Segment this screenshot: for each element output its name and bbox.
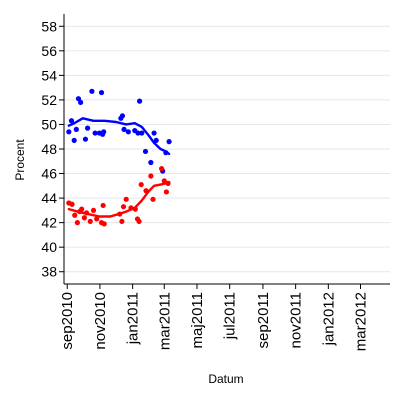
data-point-1-22	[138, 181, 144, 188]
data-point-1-16	[120, 204, 127, 210]
data-point-0-16	[121, 126, 127, 132]
data-point-0-19	[135, 130, 141, 136]
y-tick-label-40: 40	[41, 239, 57, 255]
data-point-0-3	[73, 126, 79, 132]
data-point-1-29	[165, 180, 171, 186]
data-point-1-17	[123, 196, 129, 202]
data-point-1-15	[119, 218, 125, 225]
x-tick-label-sep2010: sep2010	[59, 292, 76, 350]
data-point-1-28	[163, 189, 170, 195]
data-point-1-10	[94, 216, 100, 222]
x-axis-title: Datum	[208, 372, 243, 386]
data-point-0-5	[78, 99, 84, 105]
x-tick-label-sep2011: sep2011	[255, 292, 272, 348]
data-point-1-8	[87, 218, 93, 225]
data-point-0-13	[101, 129, 107, 135]
data-point-1-27	[161, 178, 167, 184]
data-point-0-27	[163, 150, 169, 156]
data-point-0-17	[125, 129, 131, 135]
y-tick-label-50: 50	[41, 116, 57, 132]
x-tick-label-mar2012: mar2012	[353, 292, 370, 351]
y-tick-label-46: 46	[41, 166, 57, 182]
y-tick-label-48: 48	[41, 141, 57, 157]
x-tick-label-nov2011: nov2011	[288, 292, 305, 348]
data-point-0-11	[98, 89, 105, 96]
data-point-1-7	[83, 210, 90, 216]
data-point-1-12	[100, 202, 106, 209]
x-tick-label-jan2012: jan2012	[320, 292, 337, 346]
data-point-0-8	[89, 88, 95, 94]
data-point-1-9	[90, 207, 97, 213]
data-point-0-1	[68, 118, 75, 124]
y-tick-label-44: 44	[41, 190, 57, 206]
data-point-1-26	[158, 166, 165, 172]
gridlines	[64, 25, 390, 273]
x-tick-label-nov2010: nov2010	[92, 292, 109, 350]
data-point-1-19	[132, 206, 138, 212]
data-point-0-24	[151, 130, 157, 136]
data-point-0-21	[139, 130, 145, 136]
x-axis-ticks: sep2010 nov2010 jan2011 mar2011 maj2011 jul20…	[59, 284, 370, 351]
data-point-1-1	[69, 201, 75, 207]
y-tick-label-58: 58	[41, 18, 57, 34]
data-point-0-20	[137, 98, 143, 104]
data-point-1-24	[148, 173, 154, 179]
data-point-0-28	[166, 139, 172, 145]
y-tick-label-54: 54	[41, 67, 57, 83]
x-tick-label-jul2011: jul2011	[222, 292, 239, 340]
data-point-0-7	[84, 125, 91, 131]
data-point-0-2	[71, 137, 77, 144]
data-point-1-25	[150, 196, 156, 202]
data-point-0-0	[66, 129, 72, 135]
data-point-0-22	[142, 148, 149, 155]
y-axis-ticks: 38 40 42 44 46 48 50 52 54 56 58	[41, 18, 64, 280]
data-point-1-5	[79, 206, 85, 212]
data-point-0-25	[153, 137, 159, 144]
data-point-1-2	[72, 212, 78, 218]
data-point-1-23	[143, 188, 149, 194]
y-tick-label-56: 56	[41, 43, 57, 59]
y-tick-label-42: 42	[41, 215, 57, 231]
data-point-0-23	[148, 159, 154, 166]
y-tick-label-38: 38	[41, 264, 57, 280]
x-tick-label-mar2011: mar2011	[156, 292, 173, 350]
trend-line-0	[67, 117, 171, 156]
x-tick-label-maj2011: maj2011	[189, 292, 206, 348]
data-point-0-9	[92, 130, 98, 136]
data-point-1-13	[101, 221, 107, 227]
data-point-1-3	[74, 220, 80, 226]
x-tick-label-jan2011: jan2011	[125, 292, 142, 345]
data-point-1-21	[136, 218, 142, 225]
data-point-0-6	[82, 136, 89, 142]
data-point-0-15	[119, 113, 126, 119]
data-point-1-18	[128, 205, 134, 211]
series-0	[66, 88, 172, 174]
y-axis-title: Procent	[13, 139, 27, 181]
series-1	[66, 166, 171, 227]
y-tick-label-52: 52	[41, 92, 57, 108]
series-layer	[66, 88, 172, 227]
data-point-1-14	[117, 211, 123, 217]
data-point-1-6	[81, 215, 87, 221]
